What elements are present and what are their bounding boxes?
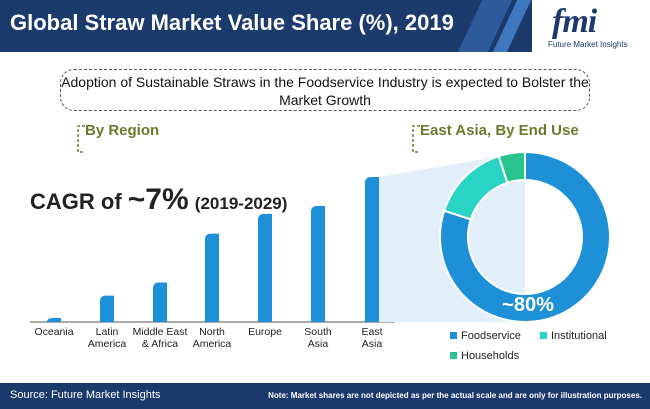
donut-slice-households xyxy=(497,150,526,185)
donut-legend: Foodservice Institutional Households xyxy=(450,330,645,370)
legend-swatch xyxy=(450,332,457,339)
cagr-period: (2019-2029) xyxy=(194,194,288,213)
bar-label-6-1: Asia xyxy=(362,338,383,350)
bar-label-6-0: East xyxy=(361,326,382,338)
bar-label-5-1: Asia xyxy=(308,338,329,350)
bar-label-2-0: Middle East xyxy=(133,326,188,338)
legend-swatch xyxy=(450,352,457,359)
bar-oceania xyxy=(47,318,61,322)
legend-item-foodservice: Foodservice xyxy=(450,330,521,342)
bar-europe xyxy=(258,213,272,322)
legend-label: Institutional xyxy=(551,330,607,342)
bar-middle-east-africa xyxy=(153,282,167,322)
legend-item-institutional: Institutional xyxy=(540,330,607,342)
cagr-callout: CAGR of ~7% (2019-2029) xyxy=(30,183,287,217)
bar-label-3-1: America xyxy=(193,338,232,350)
source-text: Source: Future Market Insights xyxy=(10,389,161,401)
bar-south-asia xyxy=(311,206,325,322)
bar-label-3-0: North xyxy=(199,326,225,338)
region-tag-bracket xyxy=(77,125,85,153)
donut-slice-foodservice xyxy=(439,150,611,323)
headline-banner: Adoption of Sustainable Straws in the Fo… xyxy=(60,69,590,111)
legend-item-households: Households xyxy=(450,350,519,362)
donut-data-label: ~80% xyxy=(502,294,554,316)
bar-label-1-1: America xyxy=(88,338,127,350)
bar-east-asia xyxy=(365,177,379,322)
cagr-value: ~7% xyxy=(127,183,189,216)
bar-north-america xyxy=(205,233,219,322)
bar-label-2-1: & Africa xyxy=(142,338,178,350)
bar-label-1-0: Latin xyxy=(96,326,119,338)
bar-label-5-0: South xyxy=(304,326,332,338)
bar-label-0-0: Oceania xyxy=(34,326,73,338)
page-title: Global Straw Market Value Share (%), 201… xyxy=(10,10,454,35)
legend-label: Foodservice xyxy=(461,330,521,342)
region-tag: By Region xyxy=(85,122,160,139)
logo-background xyxy=(532,0,650,52)
legend-swatch xyxy=(540,332,547,339)
east-asia-tag-bracket xyxy=(412,125,420,153)
logo: fmi xyxy=(552,3,597,40)
footer-note: Note: Market shares are not depicted as … xyxy=(268,391,642,400)
legend-label: Households xyxy=(461,350,520,362)
bar-label-4-0: Europe xyxy=(248,326,282,338)
logo-tagline: Future Market Insights xyxy=(548,40,628,49)
footer-bar xyxy=(0,383,650,409)
cagr-prefix: CAGR of xyxy=(30,189,122,214)
east-asia-tag: East Asia, By End Use xyxy=(420,122,579,139)
bar-latin-america xyxy=(100,295,114,322)
